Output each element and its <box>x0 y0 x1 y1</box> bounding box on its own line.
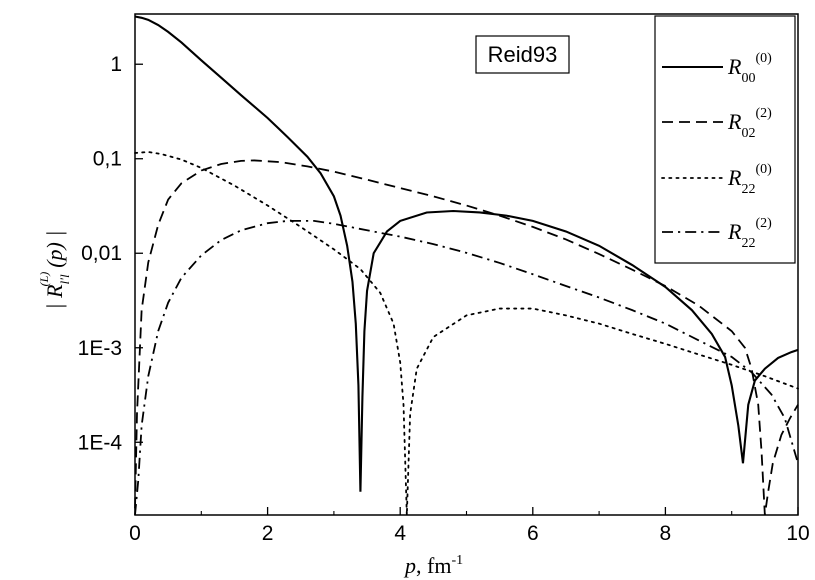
y-tick-label: 0,01 <box>81 242 122 265</box>
x-tick-label: 8 <box>660 522 672 545</box>
series-line-r00-0- <box>134 15 799 492</box>
y-tick-label: 1E-4 <box>78 431 123 454</box>
x-tick-label: 0 <box>129 522 141 545</box>
legend-label: R02(2) <box>727 106 772 141</box>
legend-sub: 22 <box>741 182 755 197</box>
legend-sup: (2) <box>755 106 772 121</box>
x-tick-label: 10 <box>786 522 809 545</box>
legend-label: R00(0) <box>727 51 772 86</box>
series-line-r22-2- <box>134 219 799 516</box>
y-tick-label: 1 <box>110 53 122 76</box>
legend-sub: 22 <box>741 236 755 251</box>
annotation-text: Reid93 <box>488 42 558 67</box>
series-layer <box>134 15 799 516</box>
legend-sub: 02 <box>741 126 755 141</box>
series-line-r02-2- <box>134 159 799 516</box>
x-axis-unit: , fm <box>416 553 451 578</box>
y-axis-label-left: | R <box>42 284 67 310</box>
legend-sup: (0) <box>755 51 772 66</box>
y-tick-label: 1E-3 <box>78 337 122 360</box>
x-tick-label: 6 <box>527 522 539 545</box>
y-axis-label-right: (p) | <box>42 231 67 268</box>
x-tick-label: 2 <box>262 522 274 545</box>
annotation-box: Reid93 <box>475 35 570 74</box>
legend-sup: (2) <box>755 216 772 231</box>
legend-sub: 00 <box>741 71 755 86</box>
legend: R00(0)R02(2)R22(0)R22(2) <box>654 15 796 264</box>
y-axis-label-sup: (L) <box>37 272 51 287</box>
series-line-r22-0- <box>134 151 799 516</box>
y-axis-label-text: | Rl'l (L) (p) | <box>37 231 72 310</box>
legend-symbol: R <box>727 54 742 79</box>
legend-label: R22(0) <box>727 162 772 197</box>
x-axis-unit-sup: -1 <box>451 553 463 568</box>
legend-symbol: R <box>727 219 742 244</box>
y-axis-label: | Rl'l (L) (p) | <box>37 231 72 310</box>
annotation-frame <box>475 35 570 74</box>
legend-sup: (0) <box>755 162 772 177</box>
legend-symbol: R <box>727 165 742 190</box>
y-tick-label: 0,1 <box>93 148 122 171</box>
plot-frame <box>134 13 799 516</box>
x-tick-label: 4 <box>394 522 406 545</box>
x-axis-label: p, fm-1 <box>403 553 463 578</box>
x-axis-symbol: p <box>403 553 416 578</box>
y-axis-label-sub: l'l <box>57 274 72 284</box>
legend-label: R22(2) <box>727 216 772 251</box>
legend-symbol: R <box>727 109 742 134</box>
legend-frame <box>654 15 796 264</box>
